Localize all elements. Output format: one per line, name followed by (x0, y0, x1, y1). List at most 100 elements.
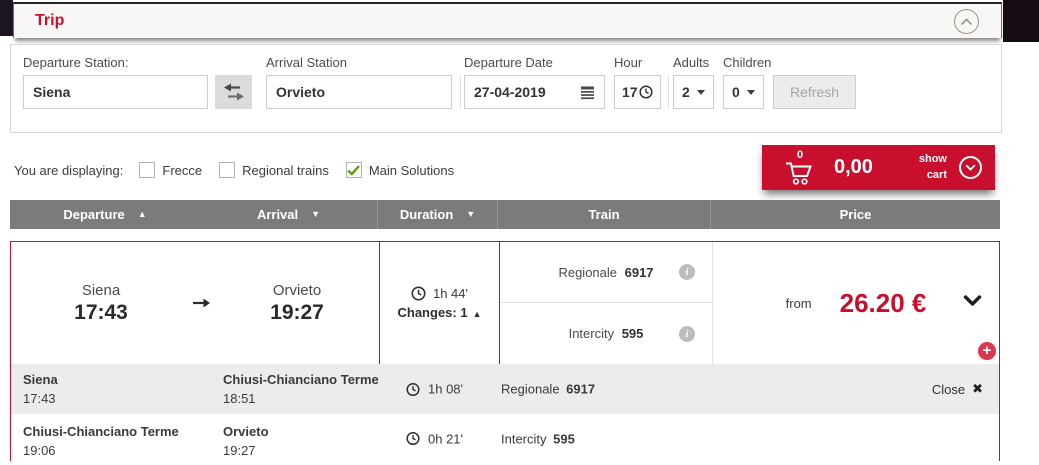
children-value: 0 (732, 84, 740, 100)
arrival-time: 19:27 (270, 300, 324, 324)
filter-regional-trains-label: Regional trains (242, 162, 329, 178)
leg-from-time: 17:43 (23, 391, 56, 406)
leg-train-type: Regionale (501, 381, 560, 397)
info-icon[interactable] (679, 325, 695, 342)
leg-train-number: 595 (549, 431, 575, 446)
filter-frecce-label: Frecce (162, 162, 203, 178)
clock-icon (639, 85, 653, 99)
filter-main-solutions-label: Main Solutions (368, 162, 455, 178)
expand-solution-button[interactable] (963, 294, 982, 312)
expand-cart-button[interactable] (959, 156, 982, 179)
calendar-icon[interactable] (580, 85, 595, 100)
train-type: Regionale (558, 264, 617, 280)
checkbox-checked-icon[interactable] (345, 162, 362, 178)
background-photo-fragment-left (0, 0, 13, 36)
departure-station-input[interactable]: Siena (23, 75, 208, 109)
adults-value: 2 (682, 84, 690, 100)
leg-arrival: Chiusi-Chianciano Terme 18:51 (223, 372, 379, 406)
leg-duration-value: 0h 21' (428, 431, 464, 446)
cart-total: 0,00 (834, 156, 873, 178)
departure-date-value: 27-04-2019 (474, 84, 546, 100)
departure-station-label: Departure Station: (23, 55, 129, 70)
clock-icon (406, 382, 420, 396)
checkbox-unchecked-icon[interactable] (219, 162, 236, 178)
close-details-button[interactable]: Close (932, 381, 983, 397)
hour-value: 17 (622, 84, 638, 100)
price-value: 26.20 € (839, 287, 927, 318)
leg-row: Chiusi-Chianciano Terme 19:06 Orvieto 19… (11, 416, 999, 461)
leg-duration: 0h 21' (406, 431, 463, 446)
children-label: Children (723, 55, 772, 70)
adults-label: Adults (673, 55, 710, 70)
column-label: Duration (399, 207, 454, 222)
add-to-cart-button[interactable] (976, 340, 998, 362)
leg-departure: Chiusi-Chianciano Terme 19:06 (23, 424, 179, 458)
refresh-button[interactable]: Refresh (773, 75, 856, 109)
column-header-arrival[interactable]: Arrival (200, 200, 378, 229)
arrival-station-input[interactable]: Orvieto (266, 75, 452, 109)
route-arrow-icon (189, 242, 215, 364)
duration-value: 1h 44' (432, 286, 468, 301)
departure-station: Siena (81, 281, 121, 299)
display-filters: You are displaying: Frecce Regional trai… (14, 162, 471, 178)
panel-title: Trip (35, 12, 65, 29)
hour-label: Hour (614, 55, 643, 70)
leg-train: Intercity 595 (501, 431, 575, 446)
leg-to-station: Chiusi-Chianciano Terme (223, 372, 379, 387)
solution-card: Siena 17:43 Orvieto 19:27 1h 44' Chan (10, 241, 1000, 461)
column-label: Arrival (256, 207, 299, 222)
checkbox-unchecked-icon[interactable] (139, 162, 156, 178)
column-label: Departure (63, 207, 125, 222)
chevron-down-icon (965, 164, 976, 171)
adults-select[interactable]: 2 (673, 75, 714, 109)
column-header-duration[interactable]: Duration (378, 200, 498, 229)
solution-main-row[interactable]: Siena 17:43 Orvieto 19:27 1h 44' Chan (11, 242, 999, 364)
filter-regional-trains[interactable]: Regional trains (219, 162, 329, 178)
departure-date-input[interactable]: 27-04-2019 (464, 75, 605, 109)
sort-descending-icon[interactable] (466, 210, 475, 219)
train-number: 6917 (621, 264, 654, 280)
column-header-train: Train (498, 200, 711, 229)
leg-from-station: Siena (23, 372, 58, 387)
column-divider (499, 242, 500, 364)
filter-main-solutions[interactable]: Main Solutions (345, 162, 455, 178)
children-select[interactable]: 0 (723, 75, 764, 109)
leg-to-time: 19:27 (223, 443, 256, 458)
show-cart-button[interactable]: show cart (919, 152, 947, 184)
train-item: Intercity 595 (500, 303, 712, 364)
hour-input[interactable]: 17 (614, 75, 661, 109)
clock-icon (411, 286, 426, 301)
leg-departure: Siena 17:43 (23, 372, 58, 406)
filter-frecce[interactable]: Frecce (139, 162, 202, 178)
info-icon[interactable] (679, 264, 695, 280)
form-divider (668, 75, 669, 109)
chevron-down-icon (963, 295, 982, 306)
solution-departure: Siena 17:43 (16, 242, 186, 364)
close-icon (972, 381, 983, 397)
departure-station-value: Siena (33, 84, 71, 100)
train-name: Regionale 6917 (558, 265, 653, 280)
background-photo-fragment-right (1003, 0, 1039, 42)
changes-toggle[interactable]: Changes: 1 (398, 305, 482, 320)
check-icon (347, 164, 361, 176)
train-number: 595 (618, 326, 644, 341)
collapse-panel-button[interactable] (954, 9, 979, 34)
sort-descending-icon[interactable] (311, 210, 320, 219)
leg-to-station: Orvieto (223, 424, 269, 439)
column-divider (712, 242, 713, 364)
sort-ascending-icon[interactable] (138, 210, 147, 219)
clock-icon (406, 431, 420, 446)
departure-date-label: Departure Date (464, 55, 553, 70)
swap-stations-button[interactable] (215, 75, 252, 109)
train-name: Intercity 595 (569, 326, 644, 341)
cart-summary[interactable]: 0 0,00 show cart (762, 145, 995, 190)
column-label: Train (588, 207, 620, 222)
column-header-departure[interactable]: Departure (10, 200, 200, 229)
leg-to-time: 18:51 (223, 391, 256, 406)
arrival-station: Orvieto (272, 281, 322, 299)
swap-arrows-icon (223, 83, 244, 101)
trip-panel-header: Trip (13, 2, 1002, 38)
show-cart-label-line2: cart (926, 168, 947, 181)
cart-icon: 0 (784, 149, 820, 186)
results-table-header: Departure Arrival Duration Train Price (10, 200, 1000, 229)
